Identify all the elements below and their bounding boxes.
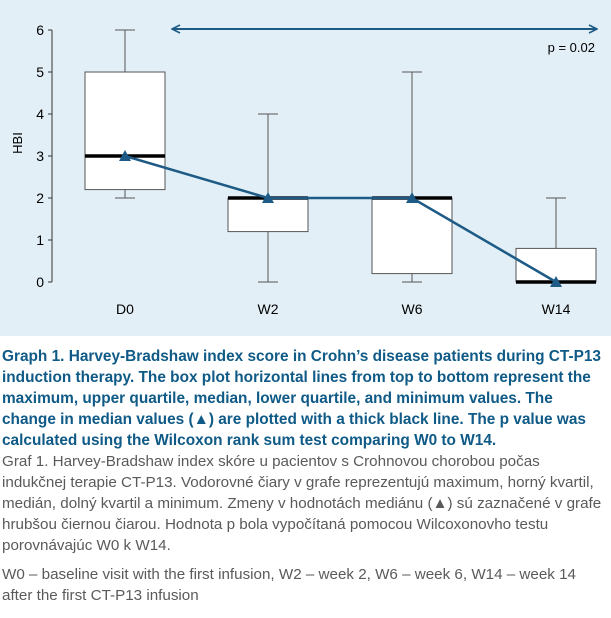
box-iqr: [371, 197, 453, 275]
y-tick-label: 2: [36, 190, 44, 206]
box-plot-chart: 0 1 2 3 4 5 6 D0 W2 W6 W14 p = 0.02 HBI: [10, 22, 611, 317]
median-triangle-marker: [550, 276, 562, 287]
y-tick-label: 1: [36, 232, 44, 248]
x-tick-label: W2: [258, 301, 279, 317]
figure-caption: Graph 1. Harvey-Bradshaw index score in …: [0, 346, 607, 606]
y-tick-label: 0: [36, 274, 44, 290]
caption-english: Graph 1. Harvey-Bradshaw index score in …: [2, 348, 601, 449]
y-tick-label: 6: [36, 22, 44, 38]
y-axis-label: HBI: [10, 132, 25, 154]
median-triangle-marker: [119, 150, 131, 161]
x-tick-label: W14: [542, 301, 571, 317]
median-triangle-marker: [406, 192, 418, 203]
median-trend-line: [124, 154, 557, 284]
median-triangle-marker: [262, 192, 274, 203]
y-tick-label: 4: [36, 106, 44, 122]
caption-footnote: W0 – baseline visit with the first infus…: [2, 566, 577, 604]
box-iqr: [227, 197, 309, 233]
x-tick-label: D0: [116, 301, 134, 317]
p-value-annotation: p = 0.02: [548, 40, 595, 55]
box-iqr: [84, 71, 166, 191]
x-tick-label: W6: [402, 301, 423, 317]
y-tick-label: 5: [36, 64, 44, 80]
chart-panel: 0 1 2 3 4 5 6 D0 W2 W6 W14 p = 0.02 HBI: [0, 0, 611, 336]
caption-slovak: Graf 1. Harvey-Bradshaw index skóre u pa…: [2, 453, 602, 554]
y-tick-label: 3: [36, 148, 44, 164]
